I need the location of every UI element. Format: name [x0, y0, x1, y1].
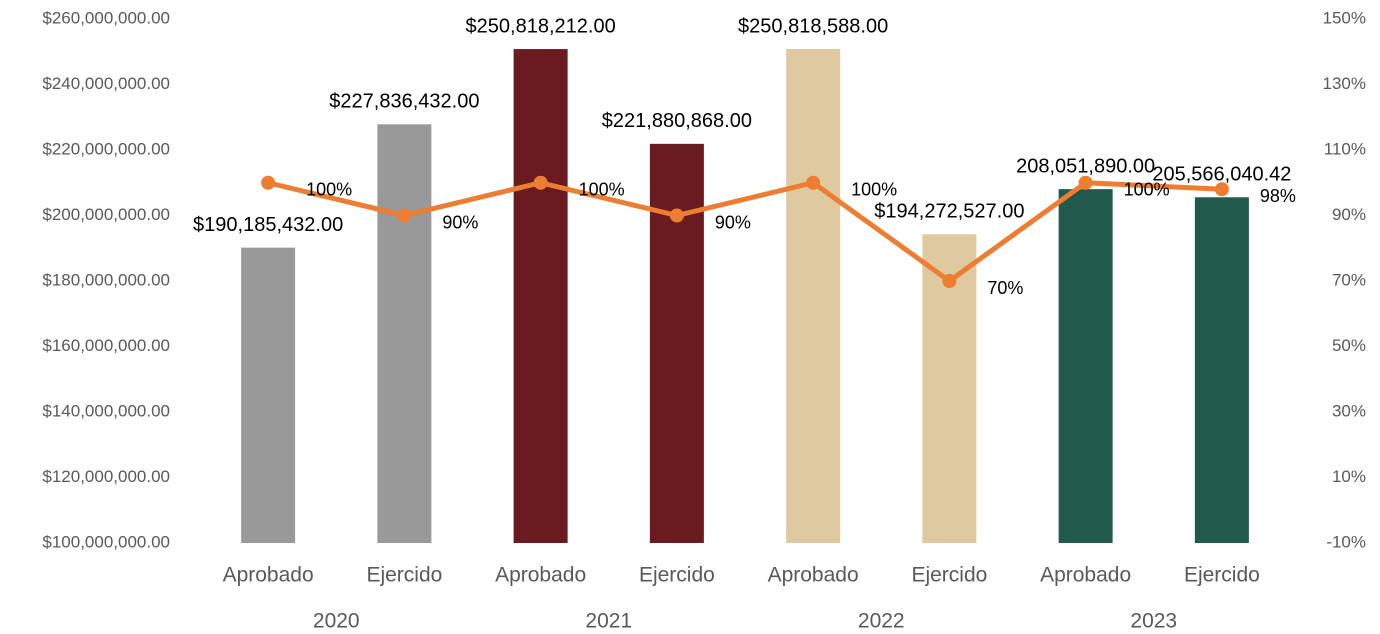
line-marker — [533, 175, 548, 190]
x-tick-label: Ejercido — [366, 564, 442, 587]
line-marker — [942, 274, 957, 288]
y2-tick-label: 10% — [1332, 467, 1366, 486]
y-tick-label: $160,000,000.00 — [42, 336, 170, 355]
y2-tick-label: 130% — [1323, 74, 1366, 93]
y-tick-label: $100,000,000.00 — [42, 532, 170, 551]
x-group-label: 2022 — [858, 610, 905, 633]
y2-tick-label: 110% — [1324, 139, 1366, 158]
x-tick-label: Ejercido — [911, 564, 987, 587]
x-tick-label: Aprobado — [495, 564, 586, 587]
bar-value-label: 205,566,040.42 — [1152, 164, 1291, 186]
bar — [241, 247, 296, 544]
x-group-label: 2023 — [1130, 610, 1177, 633]
line-marker — [1078, 175, 1093, 190]
line-value-label: 98% — [1260, 186, 1296, 206]
bar-value-label: $190,185,432.00 — [193, 214, 343, 236]
y2-tick-label: -10% — [1326, 532, 1366, 551]
y2-tick-label: 70% — [1332, 270, 1366, 289]
x-tick-label: Ejercido — [1184, 564, 1260, 587]
line-marker — [669, 208, 684, 223]
bar — [513, 49, 568, 544]
x-tick-label: Aprobado — [223, 564, 314, 587]
bar-value-label: $221,880,868.00 — [602, 110, 752, 132]
y-tick-label: $240,000,000.00 — [42, 74, 170, 93]
line-value-label: 100% — [1124, 180, 1170, 200]
y-tick-label: $260,000,000.00 — [42, 8, 170, 27]
x-tick-label: Ejercido — [639, 564, 715, 587]
bar-value-label: $227,836,432.00 — [329, 91, 479, 113]
bar-value-label: $250,818,588.00 — [738, 15, 888, 37]
line-value-label: 100% — [851, 180, 897, 200]
bar — [377, 124, 432, 543]
x-group-label: 2021 — [585, 610, 632, 633]
line — [267, 180, 1222, 284]
y2-tick-label: 150% — [1323, 8, 1366, 27]
y2-tick-label: 50% — [1332, 336, 1366, 355]
y-tick-label: $140,000,000.00 — [42, 401, 170, 420]
y-tick-label: $200,000,000.00 — [42, 205, 170, 224]
bar — [1058, 189, 1113, 543]
y-tick-label: $180,000,000.00 — [42, 270, 170, 289]
line-marker — [806, 175, 821, 190]
bar-value-label: $250,818,212.00 — [466, 15, 616, 37]
line-value-label: 90% — [442, 212, 478, 232]
bar — [1194, 197, 1249, 543]
bar — [786, 49, 841, 544]
bar — [649, 143, 704, 544]
line-marker — [261, 175, 276, 190]
line-marker — [1214, 182, 1229, 197]
line-value-label: 70% — [987, 278, 1023, 298]
y2-tick-label: 90% — [1332, 205, 1366, 224]
x-tick-label: Aprobado — [768, 564, 859, 587]
y2-tick-label: 30% — [1332, 401, 1366, 420]
line-marker — [397, 208, 412, 223]
x-tick-label: Aprobado — [1040, 564, 1131, 587]
x-group-label: 2020 — [313, 610, 360, 633]
bar-value-label: 208,051,890.00 — [1016, 155, 1155, 177]
bar-value-label: $194,272,527.00 — [874, 201, 1024, 223]
y-tick-label: $120,000,000.00 — [42, 467, 170, 486]
line-value-label: 90% — [715, 212, 751, 232]
line-value-label: 100% — [306, 180, 352, 200]
line-value-label: 100% — [579, 180, 625, 200]
y-tick-label: $220,000,000.00 — [42, 139, 170, 158]
